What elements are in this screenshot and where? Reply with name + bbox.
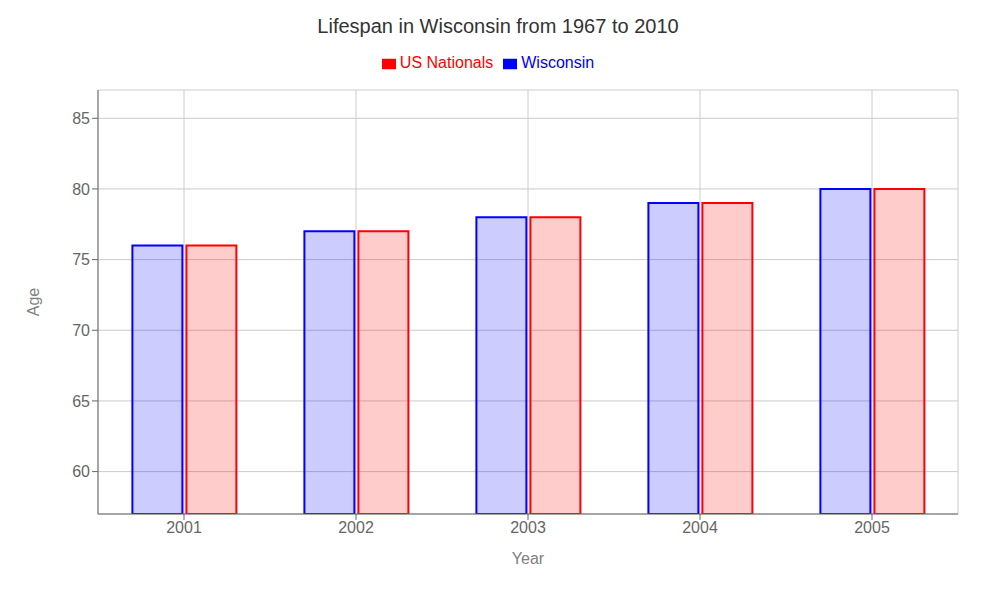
svg-text:75: 75: [72, 251, 90, 268]
svg-text:2004: 2004: [682, 519, 718, 536]
svg-text:80: 80: [72, 181, 90, 198]
html-text:US Nationals: US Nationals: [399, 54, 494, 71]
svg-text:Age: Age: [25, 288, 42, 317]
html-text:Lifespan in Wisconsin from 196: Lifespan in Wisconsin from 1967 to 2010: [317, 15, 679, 37]
svg-text:Year: Year: [512, 550, 545, 567]
svg-text:70: 70: [72, 322, 90, 339]
svg-text:2005: 2005: [854, 519, 890, 536]
html-text:Wisconsin: Wisconsin: [521, 54, 595, 71]
svg-text:85: 85: [72, 110, 90, 127]
svg-text:2003: 2003: [510, 519, 546, 536]
svg-text:60: 60: [72, 463, 90, 480]
svg-text:2001: 2001: [166, 519, 202, 536]
svg-text:65: 65: [72, 393, 90, 410]
svg-text:2002: 2002: [338, 519, 374, 536]
